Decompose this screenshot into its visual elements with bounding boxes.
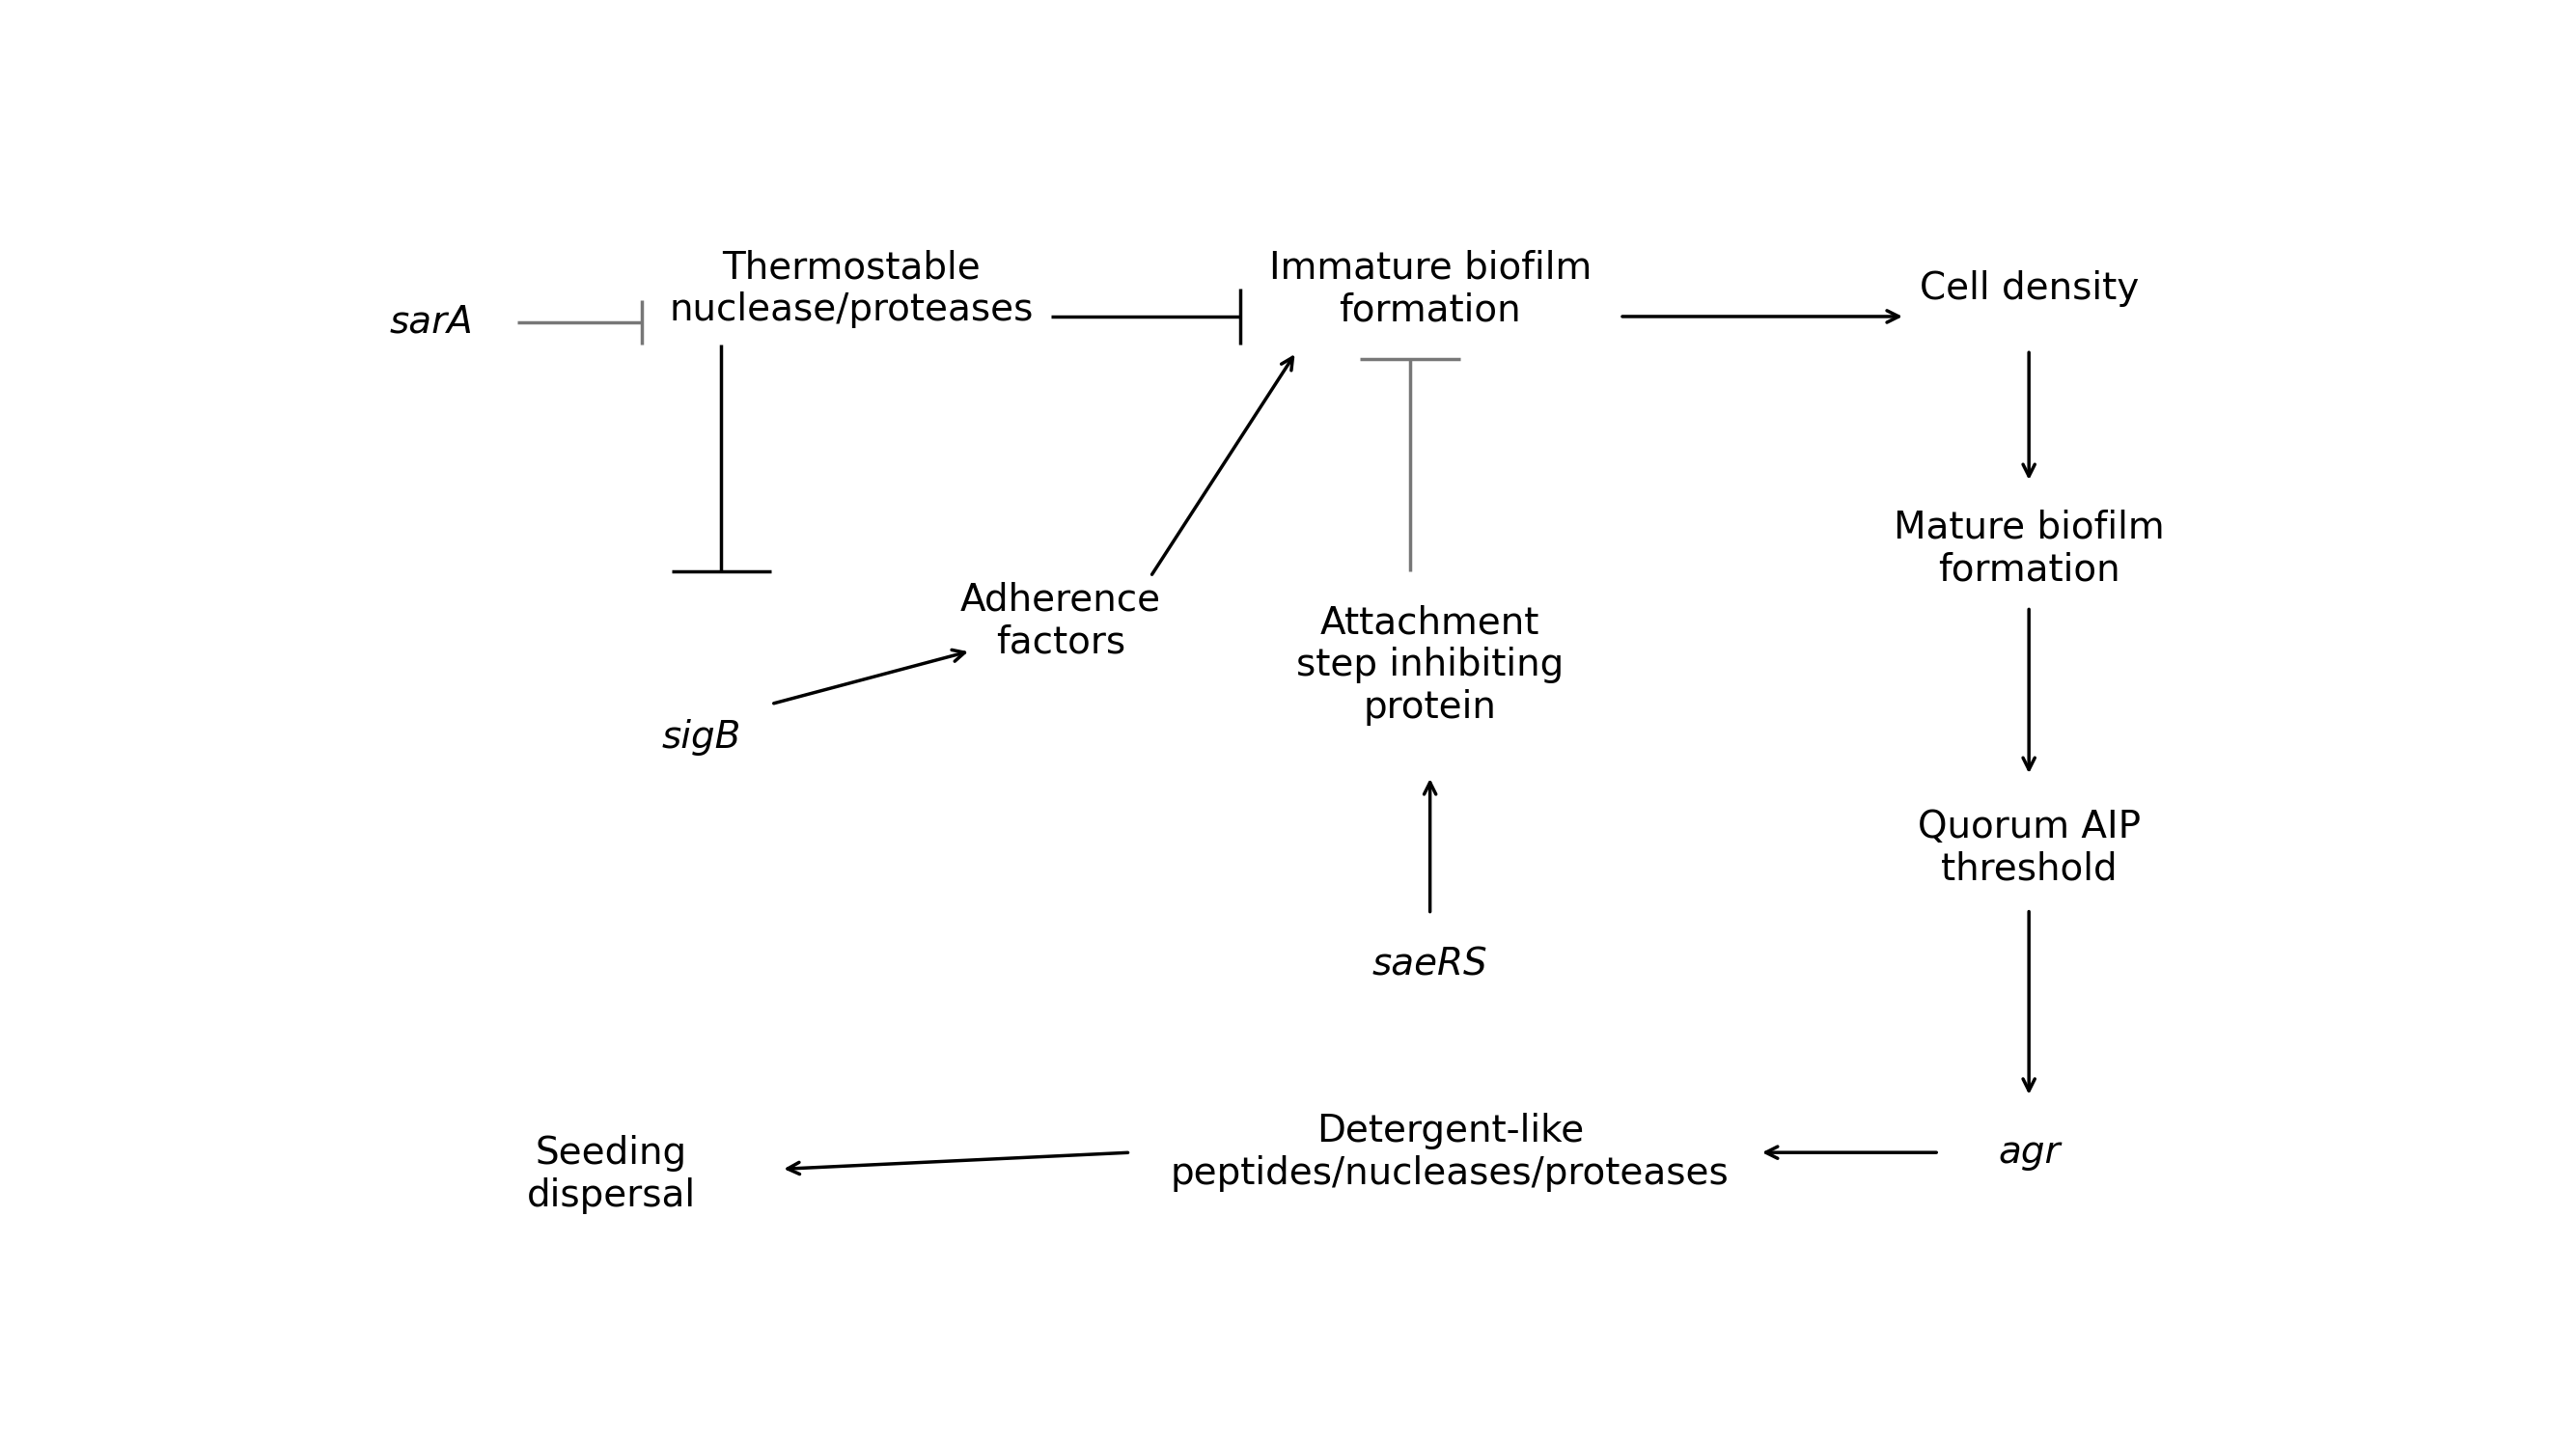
Text: Immature biofilm
formation: Immature biofilm formation bbox=[1270, 249, 1592, 328]
Text: Detergent-like
peptides/nucleases/proteases: Detergent-like peptides/nucleases/protea… bbox=[1170, 1113, 1728, 1192]
Text: sarA: sarA bbox=[389, 303, 474, 341]
Text: Seeding
dispersal: Seeding dispersal bbox=[528, 1135, 696, 1214]
Text: agr: agr bbox=[1999, 1135, 2061, 1171]
Text: Cell density: Cell density bbox=[1919, 270, 2138, 308]
Text: Quorum AIP
threshold: Quorum AIP threshold bbox=[1917, 808, 2141, 887]
Text: Attachment
step inhibiting
protein: Attachment step inhibiting protein bbox=[1296, 604, 1564, 726]
Text: saeRS: saeRS bbox=[1373, 946, 1489, 982]
Text: Mature biofilm
formation: Mature biofilm formation bbox=[1893, 509, 2164, 588]
Text: Thermostable
nuclease/proteases: Thermostable nuclease/proteases bbox=[670, 249, 1033, 328]
Text: sigB: sigB bbox=[662, 719, 742, 755]
Text: Adherence
factors: Adherence factors bbox=[961, 581, 1162, 660]
